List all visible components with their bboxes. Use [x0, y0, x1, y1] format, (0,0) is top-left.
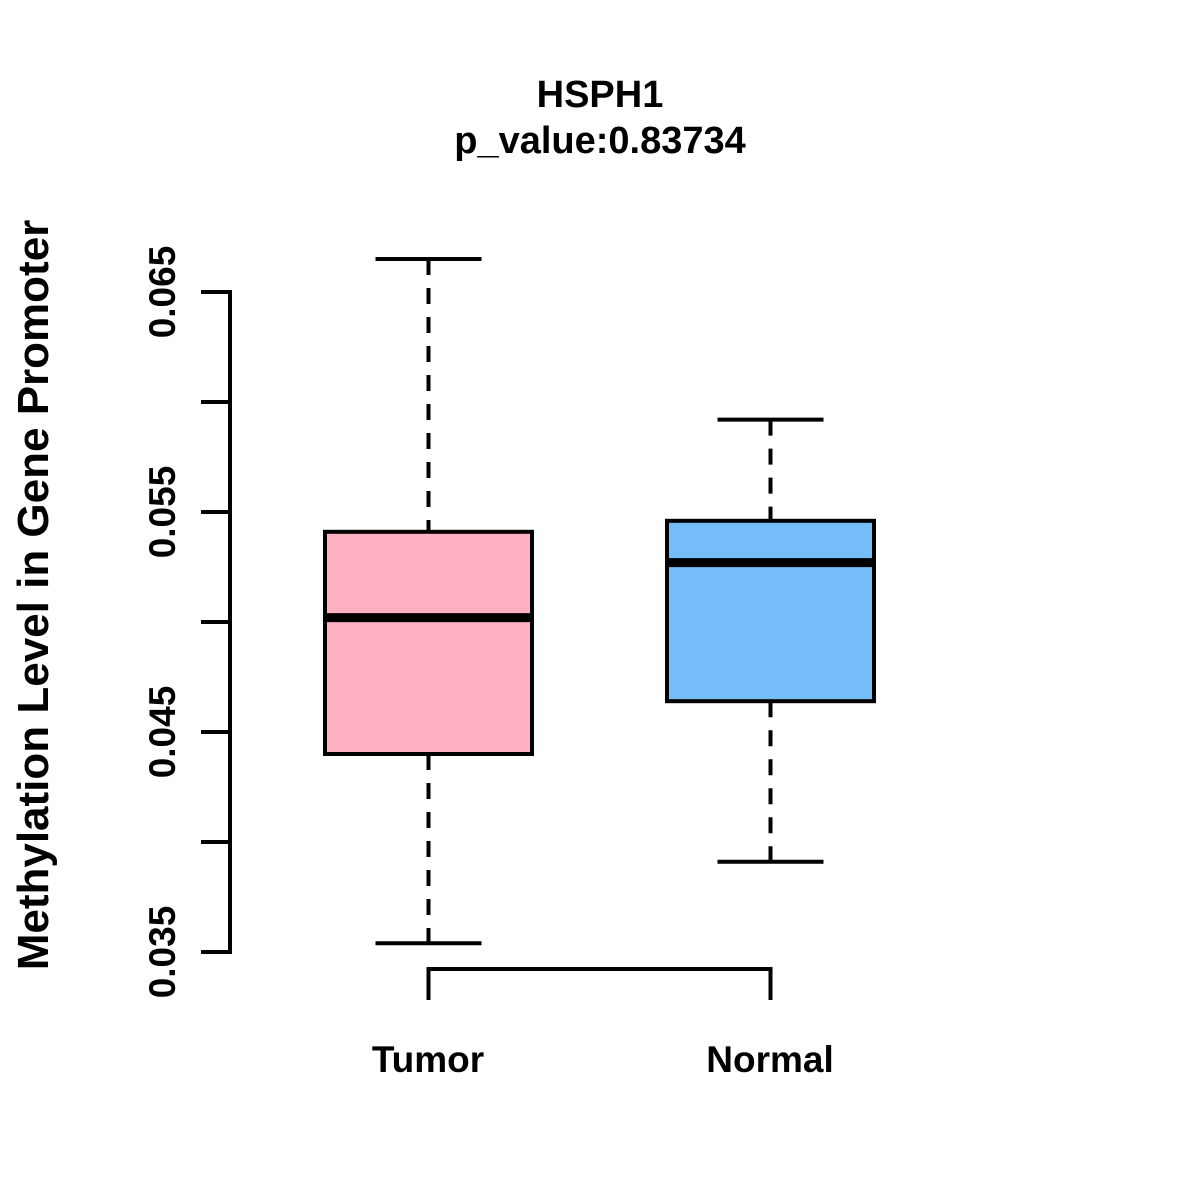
y-tick-label: 0.045 — [142, 686, 183, 779]
chart-title: HSPH1 — [536, 74, 664, 116]
x-category-label-normal: Normal — [706, 1039, 834, 1080]
y-tick-label: 0.035 — [142, 906, 183, 999]
x-category-label-tumor: Tumor — [371, 1039, 485, 1080]
box-normal — [665, 518, 876, 704]
chart-subtitle: p_value:0.83734 — [454, 120, 746, 162]
y-tick-label: 0.055 — [142, 466, 183, 559]
box-tumor — [323, 529, 534, 756]
y-tick-label: 0.065 — [142, 246, 183, 339]
x-axis-bracket — [426, 967, 773, 1000]
